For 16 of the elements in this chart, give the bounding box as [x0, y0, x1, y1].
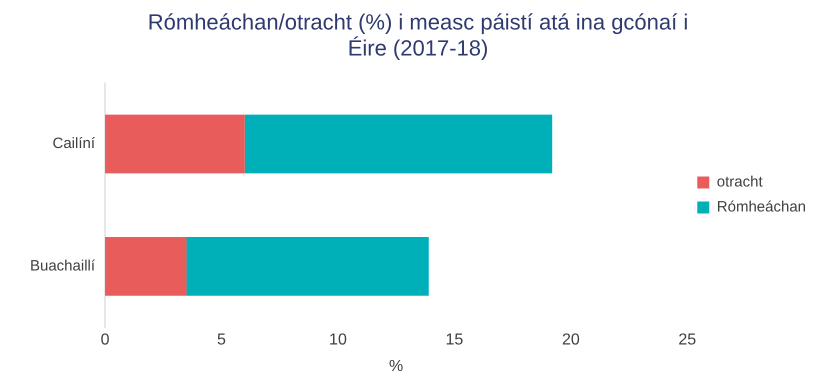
bar	[244, 114, 552, 174]
x-tick-label: 5	[217, 332, 226, 349]
y-tick-label: Cailíní	[52, 135, 96, 152]
x-tick-label: 0	[100, 332, 110, 349]
bar	[186, 237, 429, 296]
chart-title: Rómheáchan/otracht (%) i measc páistí atá ina gcónaí i Éire (2017-18)	[148, 9, 688, 61]
x-tick-label: 15	[445, 332, 464, 349]
bar	[105, 237, 187, 296]
x-tick-label: 20	[562, 332, 580, 349]
y-tick-label: Buachaillí	[30, 258, 96, 275]
legend-label: Rómheáchan	[716, 198, 806, 216]
bar	[105, 114, 245, 174]
x-tick-label: 10	[329, 332, 347, 349]
legend-label: otracht	[716, 174, 764, 191]
x-tick-label: 25	[678, 332, 696, 349]
x-axis-title: %	[389, 358, 404, 375]
